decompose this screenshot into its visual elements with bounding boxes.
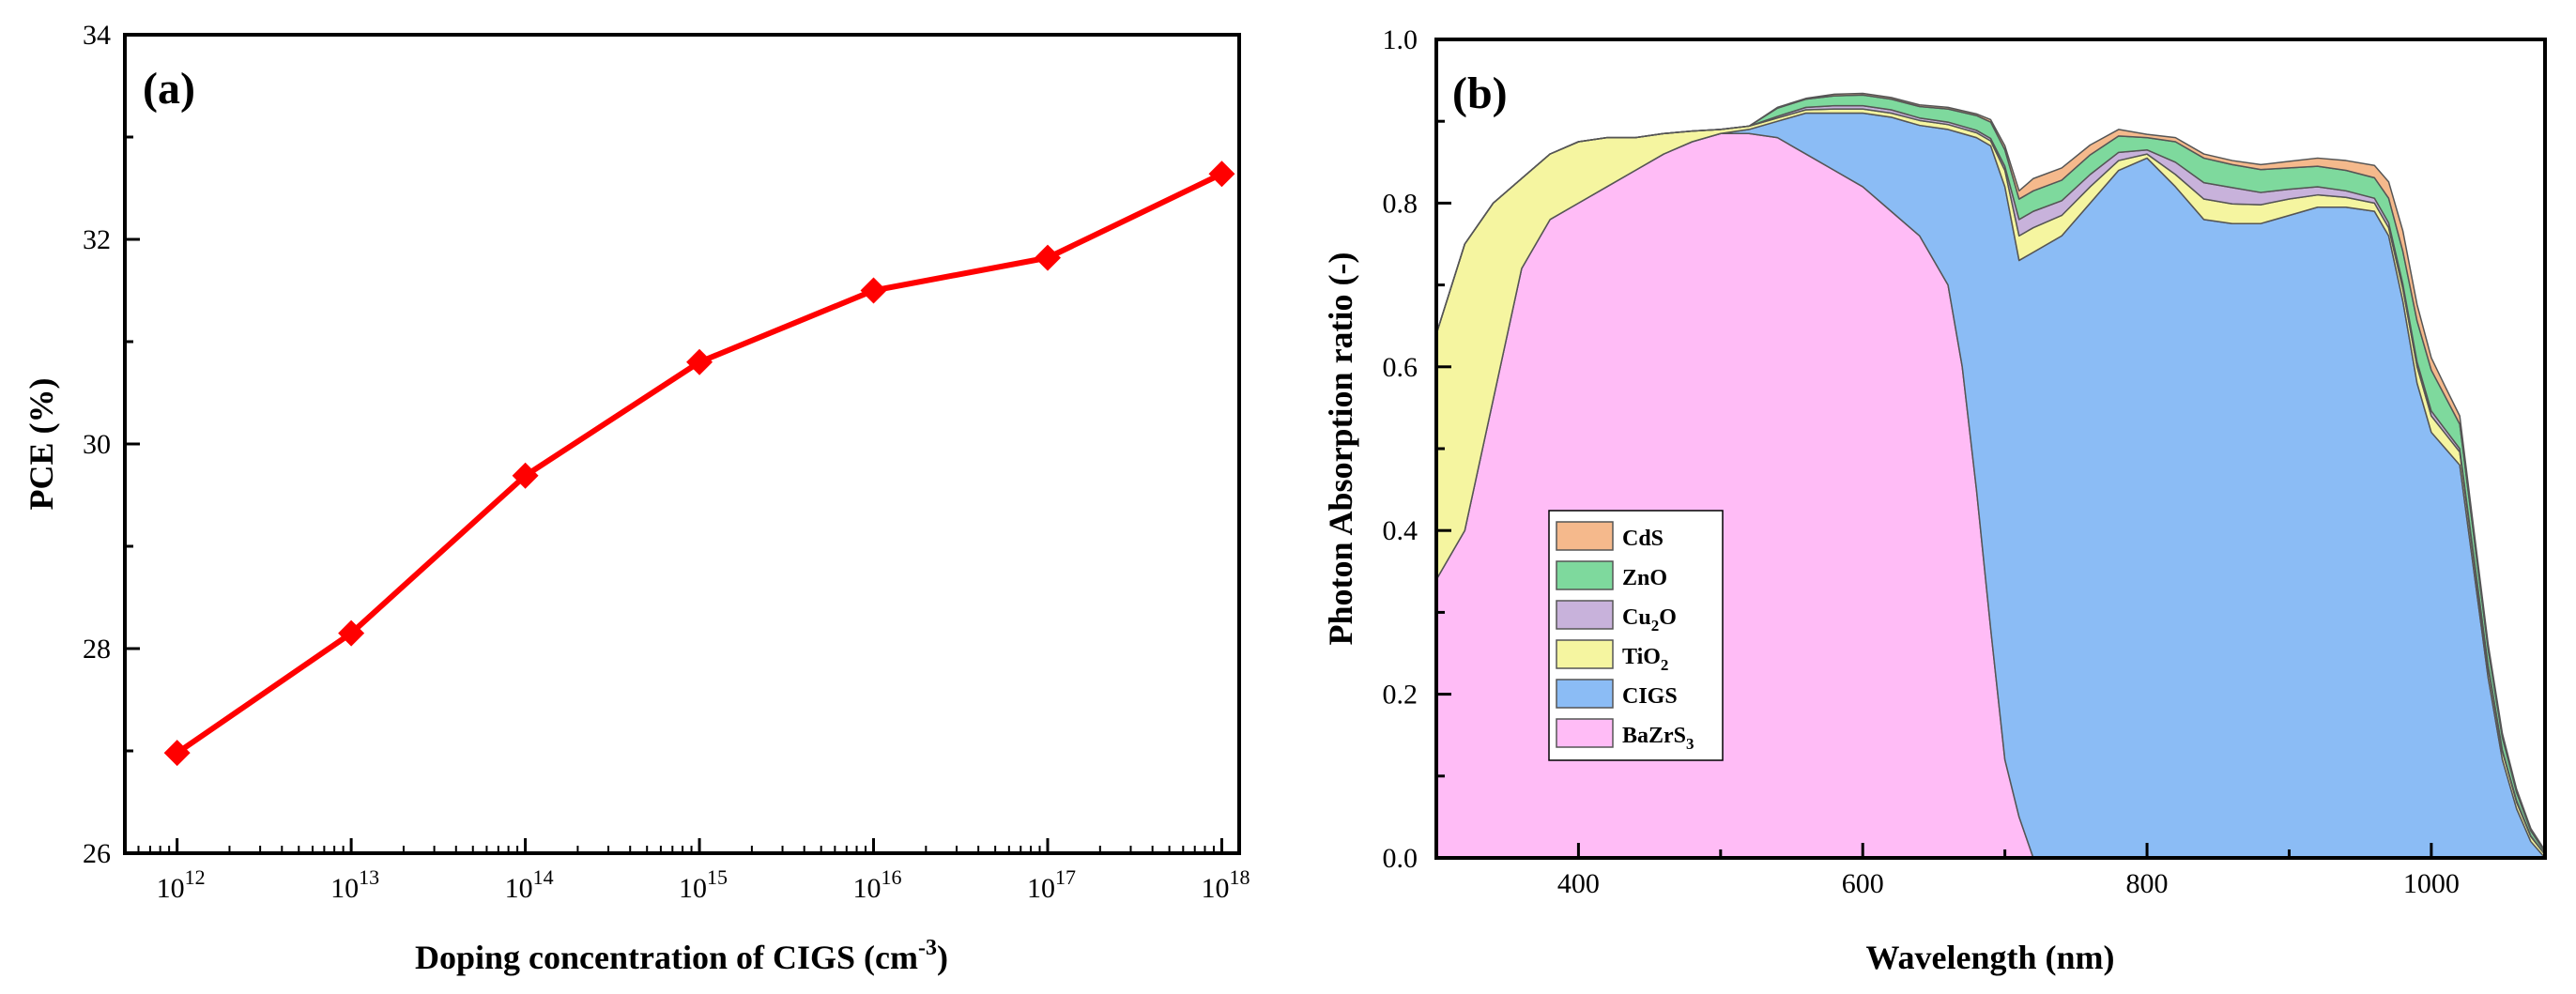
x-tick-label: 600 [1842,868,1884,899]
y-tick-label: 0.8 [1383,188,1418,219]
pce-point [1034,244,1061,271]
x-tick-label: 1014 [505,865,554,904]
legend-swatch [1556,560,1614,590]
y-tick-label: 0.4 [1383,515,1418,546]
pce-point [163,740,191,767]
y-tick-label: 0.6 [1383,352,1418,383]
legend-swatch [1556,718,1614,748]
legend-label: BaZrS3 [1622,724,1694,753]
legend-label: TiO2 [1622,645,1668,674]
x-tick-label: 1016 [853,865,902,904]
panel-b-y-axis-title: Photon Absorption ratio (-) [1322,252,1359,645]
y-tick-label: 0.2 [1383,680,1418,711]
legend-swatch [1556,679,1614,709]
pce-point [338,619,365,647]
panel-a-x-axis-title-main: Doping concentration of CIGS (cm [415,939,918,976]
legend-swatch [1556,600,1614,630]
y-tick-label: 1.0 [1383,24,1418,55]
panel-b-y-tick-labels: 0.0 0.2 0.4 0.6 0.8 1.0 [1383,24,1418,874]
x-tick-label: 1000 [2403,868,2460,899]
pce-line [175,171,1223,756]
x-tick-label: 1012 [157,865,206,904]
panel-b-x-axis-title: Wavelength (nm) [1866,939,2115,976]
panel-a-label: (a) [143,64,195,114]
y-tick-label: 0.0 [1383,843,1418,874]
pce-point [1208,161,1235,188]
legend-label: CdS [1622,527,1664,551]
panel-a-y-tick-labels: 26 28 30 32 34 [83,20,111,869]
panel-b-legend: CdS ZnO Cu2O TiO2 CIGS BaZrS3 [1548,510,1724,761]
panel-a-frame [123,33,1241,855]
panel-b-absorption: 400 600 800 1000 0.00.20.40.60.81.0 CdSZnOC… [1322,24,2547,976]
x-tick-label: 1013 [330,865,379,904]
pce-point [512,462,539,489]
y-tick-label: 30 [83,429,111,460]
panel-b-x-tick-labels: 400 600 800 1000 [1557,868,2460,899]
y-tick-label: 32 [83,224,111,255]
legend-label: CIGS [1622,684,1678,709]
x-tick-label: 400 [1557,868,1600,899]
panel-a-ticks [125,33,1223,855]
y-tick-label: 26 [83,838,111,869]
legend-label: Cu2O [1622,605,1677,635]
pce-point [860,277,887,304]
panel-a-x-axis-title-tail: ) [937,939,948,976]
y-tick-label: 34 [83,20,111,51]
panel-a-pce-vs-doping: 1012 1013 1014 1015 1016 1017 1018 2628303234 … [23,20,1250,976]
legend-label: ZnO [1622,566,1667,590]
panel-b-frame [1434,38,2547,860]
x-tick-label: 1015 [679,865,728,904]
pce-point [686,348,713,375]
pce-markers [163,161,1235,767]
panel-a-x-axis-title-sup: -3 [918,936,937,960]
x-tick-label: 1018 [1201,865,1250,904]
x-tick-label: 1017 [1027,865,1076,904]
x-tick-label: 800 [2126,868,2169,899]
panel-a-x-tick-labels: 1012 1013 1014 1015 1016 1017 1018 [157,865,1250,904]
panel-a-x-axis-title: Doping concentration of CIGS (cm-3) [415,936,948,976]
panel-a-y-axis-title: PCE (%) [23,378,60,511]
legend-swatch [1556,639,1614,669]
y-tick-label: 28 [83,634,111,665]
panel-b-label: (b) [1452,69,1508,118]
legend-swatch [1556,521,1614,551]
